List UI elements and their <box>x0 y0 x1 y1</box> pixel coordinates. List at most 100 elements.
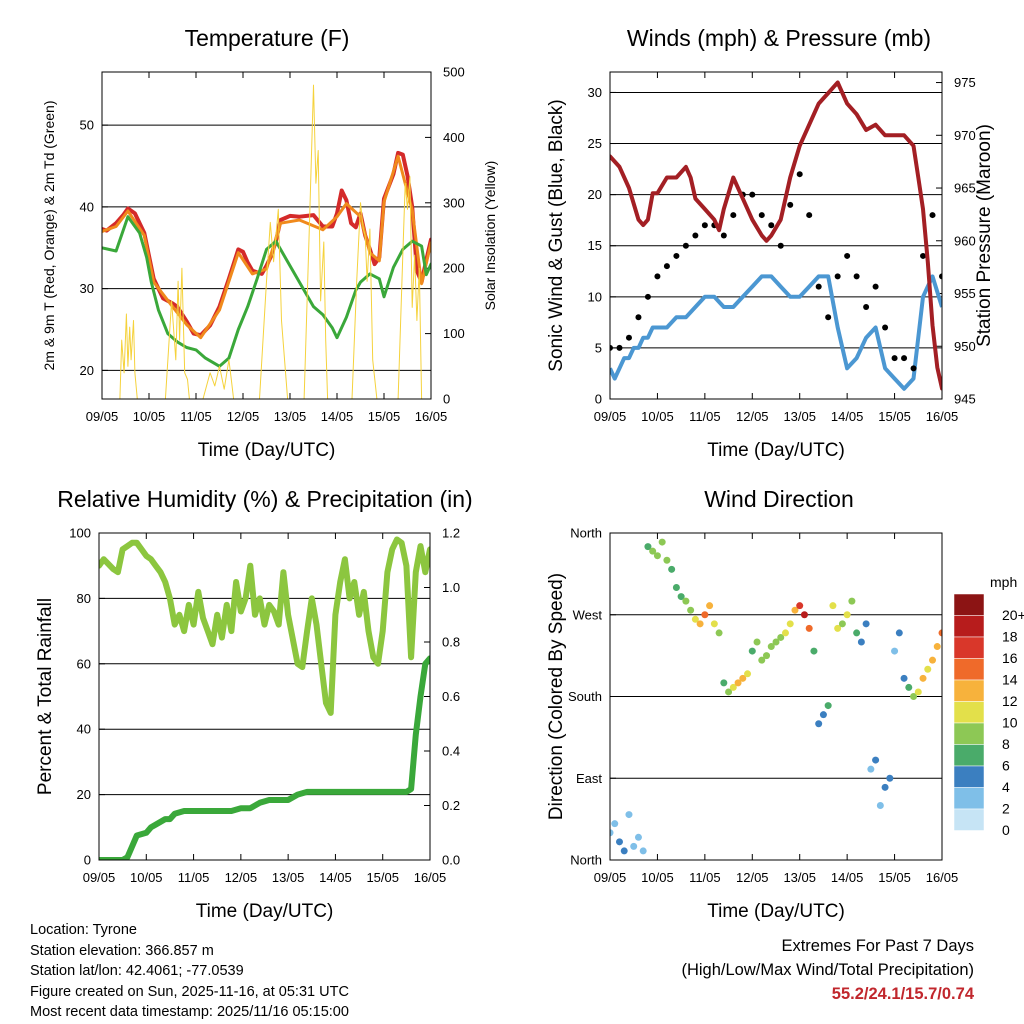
wind-ylabel: Sonic Wind & Gust (Blue, Black) <box>546 99 567 371</box>
temp-ytick-label: 20 <box>80 363 94 378</box>
direction-point <box>924 665 932 673</box>
direction-point <box>758 656 766 664</box>
direction-point <box>800 611 808 619</box>
legend-label: 14 <box>1002 671 1018 687</box>
elevation-text: Station elevation: 366.857 m <box>30 942 214 959</box>
gust-point <box>749 191 756 198</box>
gust-point <box>768 222 775 229</box>
legend-label: 20+ <box>1002 607 1024 623</box>
temp-xtick-label: 12/05 <box>227 409 260 424</box>
gust-point <box>720 232 727 239</box>
wind-xtick-label: 12/05 <box>736 409 769 424</box>
rh-xtick-label: 14/05 <box>319 870 352 885</box>
legend-swatch <box>953 701 985 724</box>
relative-humidity-line <box>99 536 430 716</box>
rh-ytick-label: 20 <box>77 787 91 802</box>
direction-point <box>767 643 775 651</box>
gust-point <box>758 212 765 219</box>
gust-point <box>891 355 898 362</box>
legend-title: mph <box>990 574 1017 590</box>
direction-point <box>630 842 638 850</box>
dir-xtick-label: 09/05 <box>594 870 627 885</box>
legend-swatch <box>953 593 985 616</box>
temp-frame <box>101 71 432 400</box>
temp-xtick-label: 15/05 <box>368 409 401 424</box>
9m-t-line <box>102 154 431 340</box>
wind-series-group <box>610 80 942 391</box>
direction-point <box>843 611 851 619</box>
dir-panel: Wind Direction Time (Day/UTC) Direction (C… <box>546 486 1024 922</box>
dir-ytick-label: North <box>570 526 602 541</box>
station-pressure-line <box>610 80 942 391</box>
dir-xlabel: Time (Day/UTC) <box>707 901 845 922</box>
gust-point <box>910 365 917 372</box>
direction-point <box>644 543 652 551</box>
temp-xtick-label: 16/05 <box>415 409 448 424</box>
gust-point <box>701 222 708 229</box>
legend-label: 2 <box>1002 800 1010 816</box>
legend-swatch <box>953 765 985 788</box>
dir-ytick-label: East <box>576 771 602 786</box>
direction-point <box>824 702 832 710</box>
wind-xtick-label: 16/05 <box>926 409 959 424</box>
legend-label: 16 <box>1002 650 1018 666</box>
direction-point <box>791 606 799 614</box>
wind-y2tick-label: 955 <box>954 286 976 301</box>
gust-point <box>882 324 889 331</box>
dir-xtick-label: 14/05 <box>831 870 864 885</box>
direction-point <box>781 629 789 637</box>
direction-point <box>914 688 922 696</box>
direction-point <box>876 802 884 809</box>
direction-point <box>805 624 813 632</box>
rh-xtick-label: 10/05 <box>130 870 163 885</box>
direction-point <box>653 552 661 560</box>
direction-point <box>691 615 699 623</box>
temp-y2tick-label: 200 <box>443 261 465 276</box>
temp-y2tick-label: 400 <box>443 130 465 145</box>
extremes-box: Extremes For Past 7 Days (High/Low/Max W… <box>681 934 974 1006</box>
direction-point <box>701 611 709 619</box>
direction-point <box>658 538 666 546</box>
rh-title: Relative Humidity (%) & Precipitation (i… <box>57 486 472 512</box>
wind-ytick-label: 10 <box>588 289 602 304</box>
dir-xtick-label: 16/05 <box>926 870 959 885</box>
temp-ytick-label: 40 <box>80 199 94 214</box>
sonic-wind-line <box>610 274 942 391</box>
direction-point <box>763 652 771 660</box>
direction-point <box>772 638 780 646</box>
direction-point <box>706 602 714 610</box>
direction-point <box>668 565 676 573</box>
rh-xlabel: Time (Day/UTC) <box>196 901 334 922</box>
direction-point <box>815 720 823 728</box>
wind-xtick-label: 09/05 <box>594 409 627 424</box>
temp-ylabel: 2m & 9m T (Red, Orange) & 2m Td (Green) <box>41 101 57 371</box>
wind-title: Winds (mph) & Pressure (mb) <box>627 25 931 51</box>
temp-y2tick-label: 500 <box>443 65 465 80</box>
direction-point <box>829 602 837 610</box>
gust-point <box>853 273 860 280</box>
temp-y2tick-label: 300 <box>443 195 465 210</box>
temp-panel: Temperature (F) Time (Day/UTC) 2m & 9m T (… <box>41 25 498 461</box>
direction-point <box>819 711 827 719</box>
rh-y2tick-label: 0.0 <box>442 853 460 868</box>
wind-y2tick-label: 965 <box>954 181 976 196</box>
legend-label: 18 <box>1002 628 1018 644</box>
direction-point <box>682 597 690 605</box>
wind-xlabel: Time (Day/UTC) <box>707 440 845 461</box>
temp-y2tick-label: 0 <box>443 392 450 407</box>
direction-point <box>611 820 619 828</box>
rh-ytick-label: 80 <box>77 591 91 606</box>
direction-point <box>853 629 861 637</box>
temp-xtick-label: 13/05 <box>274 409 307 424</box>
direction-point <box>796 602 804 610</box>
wind-ytick-label: 5 <box>595 340 602 355</box>
gust-point <box>901 355 908 362</box>
wind-xtick-label: 13/05 <box>783 409 816 424</box>
temp-series-group <box>102 84 431 399</box>
direction-point <box>649 547 657 555</box>
direction-point <box>895 629 903 637</box>
legend-swatch <box>953 636 985 659</box>
direction-point <box>933 643 941 651</box>
direction-point <box>677 593 685 601</box>
